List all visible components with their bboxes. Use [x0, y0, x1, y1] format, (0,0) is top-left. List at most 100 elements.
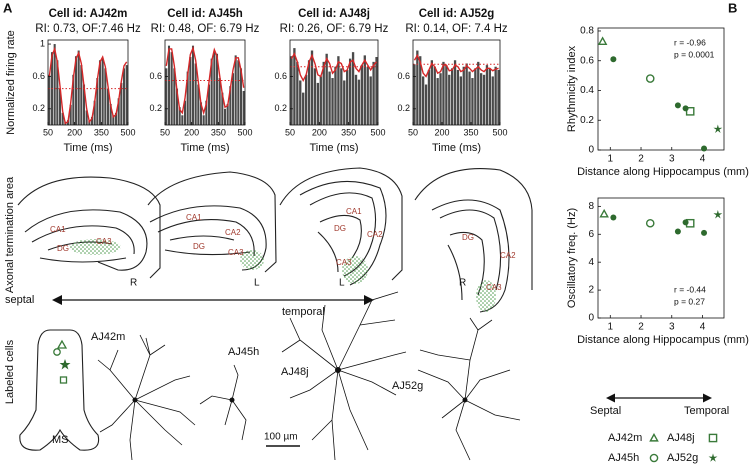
bar	[120, 82, 123, 125]
x-tick-label: 2	[638, 322, 644, 333]
region-label: CA3	[336, 258, 352, 267]
bar	[215, 53, 219, 126]
bar	[328, 71, 331, 125]
bar	[109, 103, 112, 125]
side-label: R	[459, 278, 466, 289]
y-tick-label: 0.6	[397, 71, 410, 81]
legend-marker	[649, 432, 659, 442]
bar	[48, 74, 51, 125]
point	[674, 228, 681, 235]
legend-label: AJ45h	[608, 452, 639, 464]
bar	[480, 73, 483, 125]
bar	[334, 66, 337, 125]
x-tick-label: 50	[408, 127, 418, 137]
chart-subtitle: RI: 0.73, OF:7.46 Hz	[35, 23, 141, 35]
bar	[369, 76, 372, 125]
bar	[316, 82, 320, 125]
point	[713, 124, 723, 133]
side-label: L	[339, 278, 345, 289]
cell-label: AJ48j	[281, 366, 309, 378]
point	[610, 56, 617, 63]
y-tick-label: 0.2	[32, 103, 45, 113]
point	[610, 214, 617, 221]
y-tick-label: 0.6	[149, 71, 162, 81]
cell-label: AJ52g	[392, 380, 423, 392]
y-tick-label: 0.6	[274, 71, 287, 81]
bar	[106, 88, 110, 125]
bar	[442, 61, 445, 125]
axes-frame	[164, 39, 246, 126]
y-axis-label: Rhythmicity index	[566, 45, 578, 132]
x-tick-label: 350	[463, 127, 478, 137]
region-label: CA3	[486, 283, 502, 292]
point	[682, 105, 689, 112]
fit-line	[290, 52, 378, 83]
chart-subtitle: RI: 0.14, OF: 7.4 Hz	[405, 23, 508, 35]
bar	[366, 66, 369, 125]
bar	[183, 100, 187, 125]
row-label: Labeled cells	[4, 339, 16, 404]
x-tick-label: 350	[94, 127, 109, 137]
legend-label: AJ42m	[608, 432, 642, 444]
bar	[363, 55, 366, 125]
x-tick-label: 500	[370, 127, 385, 137]
annotation: p = 0.0001	[674, 49, 715, 59]
bar	[189, 57, 192, 125]
x-tick-label: 200	[67, 127, 82, 137]
bar	[231, 73, 235, 125]
bar	[485, 65, 489, 125]
y-axis-label: Oscillatory freq. (Hz)	[566, 208, 578, 308]
x-tick-label: 200	[434, 127, 449, 137]
region-label: DG	[462, 233, 474, 242]
x-tick-label: 4	[700, 322, 706, 333]
y-tick-label: 0.8	[580, 26, 594, 37]
bar	[430, 60, 433, 125]
slice	[414, 168, 533, 313]
bar	[293, 48, 296, 125]
axis-end-label: temporal	[282, 306, 325, 318]
bar	[310, 50, 314, 125]
bar	[456, 69, 460, 125]
bar	[112, 115, 115, 125]
region-label: DG	[57, 244, 69, 253]
bar	[234, 55, 237, 125]
region-label: CA1	[186, 213, 202, 222]
chart-title: Cell id: AJ45h	[167, 8, 243, 20]
neuron	[97, 334, 196, 461]
bar	[375, 57, 378, 125]
ms-markers	[53, 339, 71, 384]
point	[701, 145, 708, 152]
y-tick-label: 0.2	[397, 103, 410, 113]
axis-end-label: septal	[5, 294, 34, 306]
chart-subtitle: RI: 0.48, OF: 6.79 Hz	[151, 23, 260, 35]
x-tick-label: 50	[285, 127, 295, 137]
y-tick-label: 1	[40, 38, 45, 48]
point	[713, 210, 723, 219]
x-tick-label: 500	[120, 127, 135, 137]
bar	[313, 68, 317, 125]
bar	[213, 52, 216, 126]
bar	[474, 68, 477, 125]
bar	[181, 115, 184, 125]
axes-frame	[597, 27, 725, 151]
axes-frame	[47, 39, 129, 126]
double-arrow	[52, 295, 374, 305]
bar	[482, 74, 486, 125]
x-tick-label: 2	[638, 154, 644, 165]
bar	[80, 65, 83, 125]
point	[682, 219, 689, 226]
y-tick-label: 0.2	[580, 115, 594, 126]
y-tick-label: 0.2	[149, 103, 162, 113]
region-label: CA1	[50, 225, 66, 234]
x-tick-label: 50	[43, 127, 53, 137]
bar	[302, 92, 305, 125]
bar	[205, 100, 208, 125]
bar	[223, 108, 227, 125]
region-label: DG	[193, 242, 205, 251]
bar	[175, 88, 179, 125]
x-axis-label: Time (ms)	[432, 142, 481, 154]
bar	[239, 68, 243, 125]
bar	[101, 58, 104, 125]
bar	[471, 78, 474, 125]
bar	[165, 68, 168, 125]
